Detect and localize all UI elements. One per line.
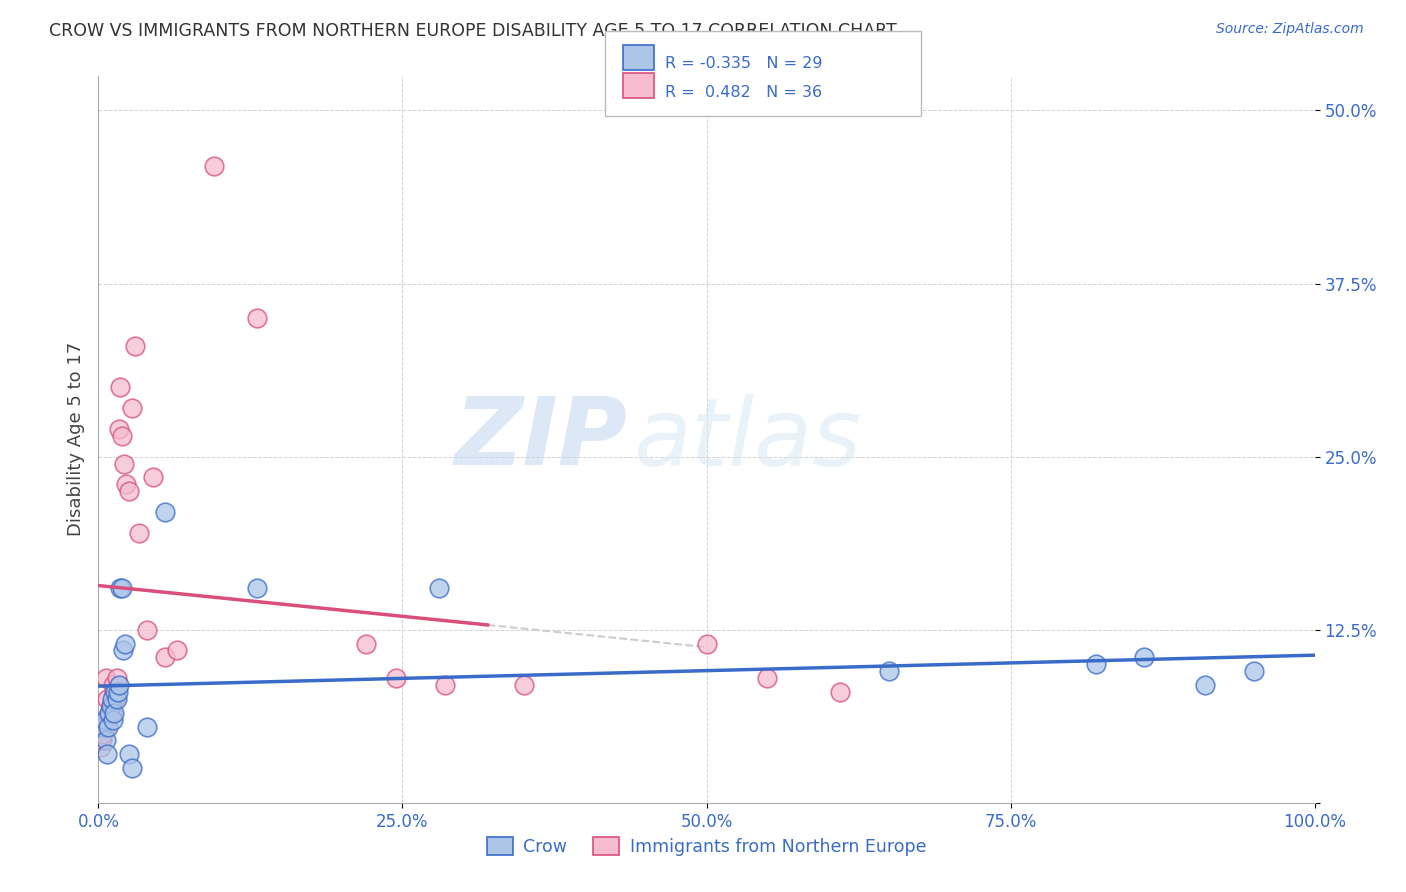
Point: [1194, 678, 1216, 692]
Point: [202, 159, 225, 173]
Point: [100, 698, 122, 713]
Point: [830, 685, 852, 699]
Point: [385, 671, 408, 685]
Text: R =  0.482   N = 36: R = 0.482 N = 36: [665, 85, 823, 100]
Point: [245, 581, 267, 595]
Point: [94, 733, 117, 747]
Point: [104, 692, 127, 706]
Point: [114, 636, 136, 650]
Point: [103, 706, 125, 720]
Point: [94, 671, 117, 685]
Point: [434, 678, 457, 692]
Point: [877, 665, 900, 679]
Point: [108, 422, 131, 436]
Point: [110, 429, 132, 443]
Point: [98, 706, 121, 720]
Point: [166, 643, 188, 657]
Text: CROW VS IMMIGRANTS FROM NORTHERN EUROPE DISABILITY AGE 5 TO 17 CORRELATION CHART: CROW VS IMMIGRANTS FROM NORTHERN EUROPE …: [49, 22, 897, 40]
Point: [105, 671, 128, 685]
Point: [93, 720, 115, 734]
Point: [245, 311, 267, 326]
Point: [97, 713, 120, 727]
Point: [115, 477, 138, 491]
Point: [101, 713, 124, 727]
Point: [756, 671, 779, 685]
Point: [96, 692, 118, 706]
Point: [93, 713, 115, 727]
Point: [427, 581, 450, 595]
Point: [100, 698, 122, 713]
Point: [110, 581, 132, 595]
Point: [101, 692, 124, 706]
Point: [108, 678, 131, 692]
Point: [1133, 650, 1156, 665]
Text: ZIP: ZIP: [454, 393, 627, 485]
Text: atlas: atlas: [634, 393, 862, 485]
Point: [696, 636, 718, 650]
Point: [101, 706, 124, 720]
Point: [91, 733, 114, 747]
Point: [96, 747, 118, 762]
Point: [111, 643, 134, 657]
Point: [97, 720, 120, 734]
Point: [107, 685, 129, 699]
Point: [112, 457, 135, 471]
Point: [128, 525, 150, 540]
Point: [1084, 657, 1107, 672]
Point: [136, 623, 159, 637]
Point: [104, 685, 127, 699]
Point: [124, 339, 146, 353]
Point: [91, 720, 114, 734]
Point: [110, 380, 132, 394]
Point: [142, 470, 165, 484]
Text: R = -0.335   N = 29: R = -0.335 N = 29: [665, 56, 823, 71]
Point: [513, 678, 536, 692]
Legend: Crow, Immigrants from Northern Europe: Crow, Immigrants from Northern Europe: [479, 830, 934, 863]
Point: [105, 692, 128, 706]
Point: [155, 650, 177, 665]
Point: [103, 685, 125, 699]
Point: [121, 401, 143, 416]
Point: [101, 678, 124, 692]
Point: [1243, 665, 1265, 679]
Point: [136, 720, 159, 734]
Y-axis label: Disability Age 5 to 17: Disability Age 5 to 17: [66, 343, 84, 536]
Point: [118, 484, 141, 499]
Text: Source: ZipAtlas.com: Source: ZipAtlas.com: [1216, 22, 1364, 37]
Point: [90, 740, 112, 755]
Point: [121, 761, 143, 775]
Point: [354, 636, 377, 650]
Point: [98, 706, 121, 720]
Point: [110, 581, 132, 595]
Point: [91, 726, 114, 740]
Point: [155, 505, 177, 519]
Point: [118, 747, 141, 762]
